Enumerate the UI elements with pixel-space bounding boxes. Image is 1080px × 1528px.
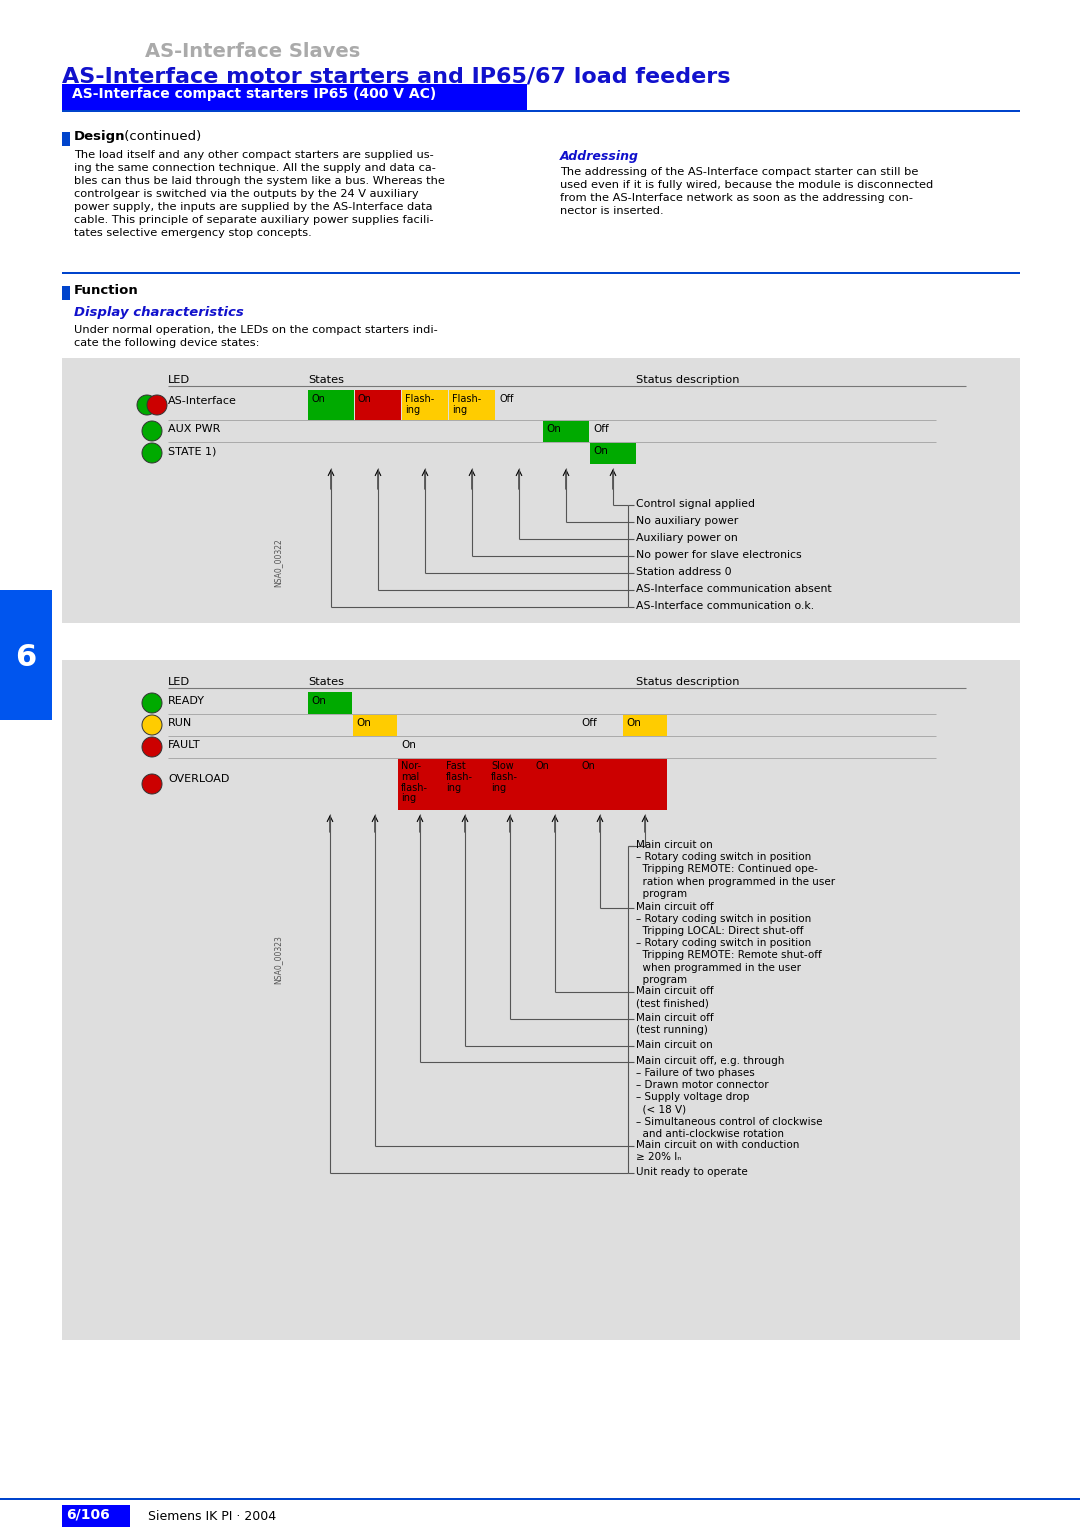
Text: AS-Interface motor starters and IP65/67 load feeders: AS-Interface motor starters and IP65/67 … (62, 66, 730, 86)
Text: NSA0_00323: NSA0_00323 (273, 935, 283, 984)
Text: Under normal operation, the LEDs on the compact starters indi-
cate the followin: Under normal operation, the LEDs on the … (75, 325, 437, 348)
Text: OVERLOAD: OVERLOAD (168, 775, 229, 784)
Text: READY: READY (168, 695, 205, 706)
Bar (355, 390, 401, 420)
Bar (590, 442, 636, 465)
Text: On: On (626, 718, 640, 727)
Text: 6: 6 (15, 643, 37, 672)
Bar (623, 714, 667, 736)
Text: LED: LED (168, 677, 190, 688)
Text: Off: Off (581, 718, 597, 727)
Text: On: On (311, 394, 325, 403)
Text: States: States (308, 374, 345, 385)
Text: Nor-
mal
flash-
ing: Nor- mal flash- ing (401, 761, 428, 804)
Bar (632, 669, 972, 1334)
Text: AS-Interface compact starters IP65 (400 V AC): AS-Interface compact starters IP65 (400 … (72, 87, 436, 101)
Text: Main circuit off
(test finished): Main circuit off (test finished) (636, 986, 714, 1008)
Text: Function: Function (75, 284, 138, 296)
Bar (62, 358, 1020, 623)
Text: FAULT: FAULT (168, 740, 201, 750)
Circle shape (141, 443, 162, 463)
Circle shape (141, 694, 162, 714)
Circle shape (147, 396, 167, 416)
Text: The addressing of the AS-Interface compact starter can still be
used even if it : The addressing of the AS-Interface compa… (561, 167, 933, 215)
Text: AS-Interface Slaves: AS-Interface Slaves (145, 41, 361, 61)
Circle shape (141, 736, 162, 756)
Text: Flash-
ing: Flash- ing (453, 394, 482, 414)
Text: Main circuit off
– Rotary coding switch in position
  Tripping LOCAL: Direct shu: Main circuit off – Rotary coding switch … (636, 902, 822, 986)
Text: Addressing: Addressing (561, 150, 639, 163)
Bar (632, 368, 972, 617)
Bar (308, 390, 354, 420)
Text: Main circuit off
(test running): Main circuit off (test running) (636, 1013, 714, 1036)
Bar (62, 84, 527, 110)
Text: Unit ready to operate: Unit ready to operate (636, 1167, 747, 1177)
Bar (62, 110, 1020, 112)
Bar (62, 131, 70, 147)
Text: Display characteristics: Display characteristics (75, 306, 244, 319)
Bar (0, 590, 52, 720)
Text: No power for slave electronics: No power for slave electronics (636, 550, 801, 559)
Text: On: On (357, 394, 372, 403)
Text: Slow
flash-
ing: Slow flash- ing (491, 761, 518, 793)
Text: No auxiliary power: No auxiliary power (636, 516, 739, 526)
Text: AS-Interface communication o.k.: AS-Interface communication o.k. (636, 601, 814, 611)
Text: Control signal applied: Control signal applied (636, 500, 755, 509)
Bar (62, 660, 1020, 1340)
Text: The load itself and any other compact starters are supplied us-
ing the same con: The load itself and any other compact st… (75, 150, 445, 238)
Text: Status description: Status description (636, 677, 740, 688)
Text: STATE 1): STATE 1) (168, 446, 216, 455)
Text: Auxiliary power on: Auxiliary power on (636, 533, 738, 542)
Text: Main circuit on with conduction
≥ 20% Iₙ: Main circuit on with conduction ≥ 20% Iₙ (636, 1140, 799, 1163)
Circle shape (141, 715, 162, 735)
Text: On: On (581, 761, 595, 772)
Text: On: On (536, 761, 550, 772)
Text: On: On (356, 718, 370, 727)
Text: Main circuit off, e.g. through
– Failure of two phases
– Drawn motor connector
–: Main circuit off, e.g. through – Failure… (636, 1056, 823, 1138)
Bar (308, 692, 352, 714)
Bar (0, 1497, 1080, 1500)
Bar (62, 1505, 130, 1526)
Text: AUX PWR: AUX PWR (168, 423, 220, 434)
Text: LED: LED (168, 374, 190, 385)
Bar (543, 420, 589, 442)
Text: AS-Interface: AS-Interface (168, 396, 237, 406)
Text: On: On (593, 446, 608, 455)
Text: Off: Off (593, 423, 609, 434)
Text: (continued): (continued) (120, 130, 201, 144)
Bar (399, 758, 667, 810)
Text: Design: Design (75, 130, 125, 144)
Circle shape (141, 422, 162, 442)
Circle shape (141, 775, 162, 795)
Text: AS-Interface communication absent: AS-Interface communication absent (636, 584, 832, 594)
Bar (449, 390, 495, 420)
Text: 6/106: 6/106 (66, 1507, 110, 1520)
Bar (402, 390, 448, 420)
Text: Main circuit on: Main circuit on (636, 1041, 713, 1050)
Text: Status description: Status description (636, 374, 740, 385)
Text: Fast
flash-
ing: Fast flash- ing (446, 761, 473, 793)
Text: On: On (311, 695, 326, 706)
Text: Station address 0: Station address 0 (636, 567, 731, 578)
Text: Siemens IK PI · 2004: Siemens IK PI · 2004 (148, 1510, 276, 1523)
Text: Off: Off (499, 394, 513, 403)
Bar (62, 286, 70, 299)
Text: States: States (308, 677, 345, 688)
Text: Flash-
ing: Flash- ing (405, 394, 434, 414)
Text: On: On (401, 740, 416, 750)
Circle shape (137, 396, 157, 416)
Text: RUN: RUN (168, 718, 192, 727)
Bar (353, 714, 397, 736)
Text: Main circuit on
– Rotary coding switch in position
  Tripping REMOTE: Continued : Main circuit on – Rotary coding switch i… (636, 840, 835, 898)
Text: NSA0_00322: NSA0_00322 (273, 539, 283, 587)
Text: On: On (546, 423, 561, 434)
